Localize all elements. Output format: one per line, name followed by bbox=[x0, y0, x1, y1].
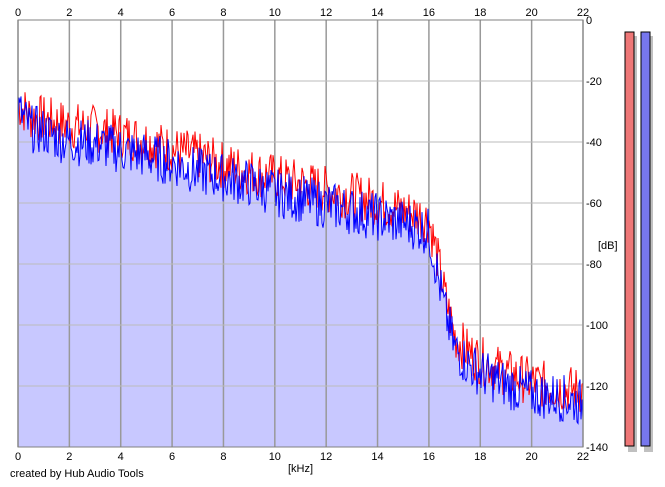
y-tick-label: -80 bbox=[586, 259, 602, 271]
x-tick-label-top: 4 bbox=[118, 7, 124, 19]
level-meter-bar bbox=[624, 31, 635, 447]
x-tick-label-top: 20 bbox=[526, 7, 538, 19]
y-tick-label: -100 bbox=[586, 320, 608, 332]
x-tick-label-top: 0 bbox=[15, 7, 21, 19]
x-tick-label-bottom: 14 bbox=[371, 451, 383, 463]
x-tick-label-top: 2 bbox=[66, 7, 72, 19]
x-ticks-bottom: 0 2 4 6 8 10 12 14 16 18 20 22 bbox=[15, 451, 589, 463]
series-line-2 bbox=[17, 96, 584, 425]
series-lines bbox=[17, 92, 584, 425]
y-tick-label: -20 bbox=[586, 76, 602, 88]
y-tick-label: -60 bbox=[586, 198, 602, 210]
y-axis-label: [dB] bbox=[598, 240, 618, 252]
x-tick-label-bottom: 12 bbox=[320, 451, 332, 463]
x-tick-label-top: 16 bbox=[423, 7, 435, 19]
plot-border bbox=[17, 19, 584, 448]
level-meters bbox=[624, 31, 653, 452]
credit-text: created by Hub Audio Tools bbox=[10, 468, 144, 480]
y-tick-label: 0 bbox=[586, 15, 592, 27]
x-tick-label-top: 18 bbox=[474, 7, 486, 19]
x-tick-label-bottom: 0 bbox=[15, 451, 21, 463]
x-tick-label-bottom: 10 bbox=[269, 451, 281, 463]
x-tick-label-bottom: 22 bbox=[577, 451, 589, 463]
x-tick-label-top: 12 bbox=[320, 7, 332, 19]
x-tick-label-top: 6 bbox=[169, 7, 175, 19]
x-axis-label: [kHz] bbox=[288, 463, 313, 475]
x-tick-label-top: 22 bbox=[577, 7, 589, 19]
area-fill bbox=[18, 96, 583, 448]
x-tick-label-top: 14 bbox=[371, 7, 383, 19]
x-tick-label-bottom: 2 bbox=[66, 451, 72, 463]
x-tick-label-bottom: 8 bbox=[220, 451, 226, 463]
x-tick-label-bottom: 4 bbox=[118, 451, 124, 463]
x-tick-label-bottom: 6 bbox=[169, 451, 175, 463]
x-ticks-top: 0 2 4 6 8 10 12 14 16 18 20 22 bbox=[15, 7, 589, 19]
x-tick-label-top: 8 bbox=[220, 7, 226, 19]
x-tick-label-top: 10 bbox=[269, 7, 281, 19]
y-tick-label: -40 bbox=[586, 137, 602, 149]
y-tick-label: -120 bbox=[586, 381, 608, 393]
x-tick-label-bottom: 16 bbox=[423, 451, 435, 463]
level-meter-bar bbox=[640, 31, 651, 447]
x-tick-label-bottom: 20 bbox=[526, 451, 538, 463]
x-tick-label-bottom: 18 bbox=[474, 451, 486, 463]
y-tick-label: -140 bbox=[586, 442, 608, 454]
y-ticks: 0 -20 -40 -60 -80 -100 -120 -140 bbox=[586, 15, 608, 454]
area-fill-path bbox=[18, 96, 583, 448]
